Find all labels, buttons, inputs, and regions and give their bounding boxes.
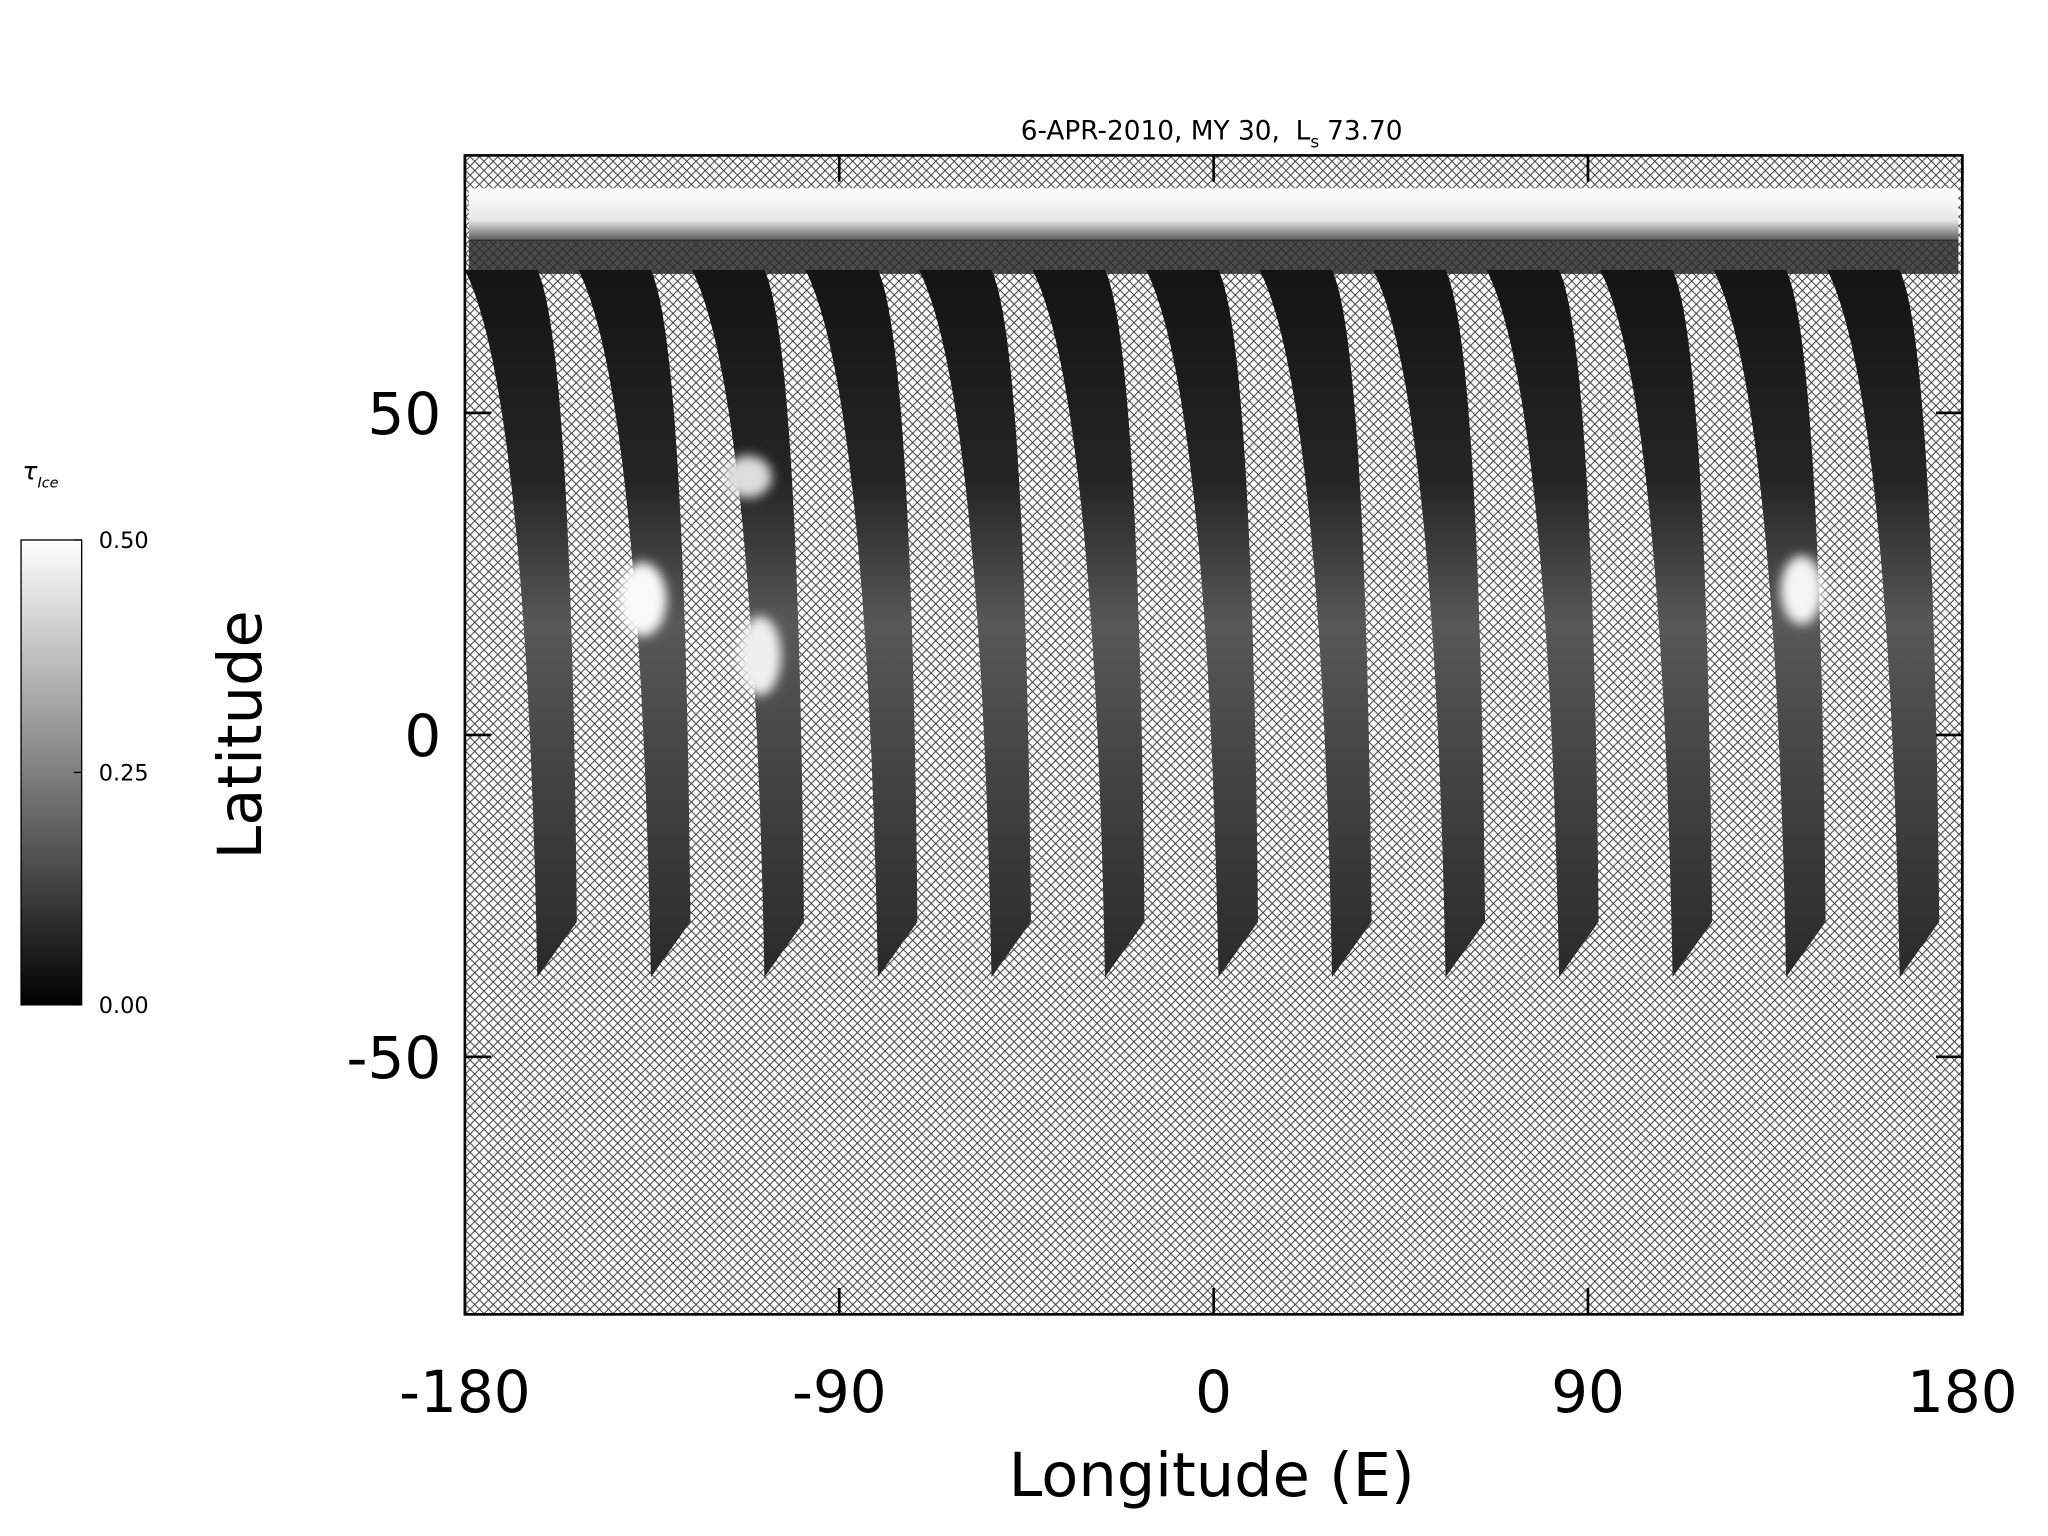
swath <box>1827 269 1940 978</box>
colorbar <box>20 539 83 1006</box>
x-tick-label: 90 <box>1551 1358 1625 1426</box>
colorbar-tick-label: 0.25 <box>99 760 149 786</box>
y-tick-label: 0 <box>404 702 441 770</box>
chart-title: 6-APR-2010, MY 30, Ls 73.70 <box>1021 117 1403 153</box>
x-tick-label: -90 <box>792 1358 887 1426</box>
title-ls-value: 73.70 <box>1327 117 1402 147</box>
colorbar-tick-label: 0.00 <box>99 993 149 1019</box>
swath <box>1486 269 1599 978</box>
bright-clouds <box>618 455 1823 696</box>
title-text: 6-APR-2010, MY 30, <box>1021 117 1280 147</box>
y-tick-label: -50 <box>347 1024 442 1092</box>
swaths <box>464 269 1940 978</box>
plot-root: 6-APR-2010, MY 30, Ls 73.70 Longitude (E) … <box>20 117 2018 1511</box>
polar-edge <box>468 239 1959 274</box>
x-tick-label: 180 <box>1907 1358 2018 1426</box>
colorbar-subscript: Ice <box>37 475 58 491</box>
swath <box>1146 269 1258 978</box>
swath <box>1032 269 1145 978</box>
colorbar-symbol: τ <box>22 456 38 485</box>
swath <box>464 269 577 978</box>
swath <box>1600 269 1713 978</box>
x-tick-label: 0 <box>1195 1358 1232 1426</box>
x-axis-title: Longitude (E) <box>1009 1441 1415 1511</box>
swath <box>1259 269 1372 978</box>
colorbar-tick-label: 0.50 <box>99 528 149 554</box>
swath <box>1713 269 1826 978</box>
swath <box>691 269 804 978</box>
swath <box>1373 269 1486 978</box>
y-tick-label: 50 <box>367 380 441 448</box>
swath <box>578 269 691 978</box>
polar-cap <box>468 188 1959 242</box>
x-tick-label: -180 <box>399 1358 531 1426</box>
y-axis-title: Latitude <box>206 610 276 859</box>
title-ls: L <box>1296 117 1311 147</box>
swath <box>919 269 1031 978</box>
title-ls-subscript: s <box>1310 133 1319 153</box>
colorbar-label: τIce <box>22 456 58 491</box>
swath <box>805 269 918 978</box>
